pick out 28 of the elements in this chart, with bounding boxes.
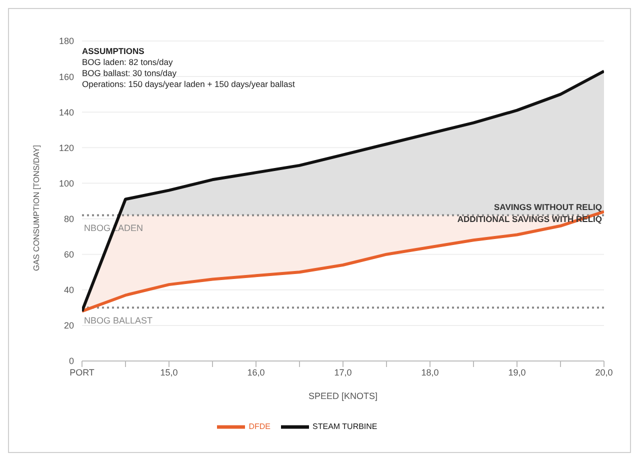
y-axis-title: GAS CONSUMPTION [TONS/DAY] <box>32 145 41 271</box>
annotation: Operations: 150 days/year laden + 150 days/year ballast <box>82 79 295 89</box>
x-tick-label: 16,0 <box>247 367 265 378</box>
x-tick-label: 18,0 <box>421 367 439 378</box>
y-tick-label: 60 <box>64 250 74 260</box>
y-tick-label: 160 <box>58 72 74 82</box>
legend-label: STEAM TURBINE <box>312 422 378 432</box>
y-tick-label: 100 <box>58 178 74 188</box>
annotation: SAVINGS WITHOUT RELIQ <box>494 202 602 212</box>
y-tick-label: 140 <box>58 107 74 118</box>
x-axis-title: SPEED [KNOTS] <box>308 391 378 401</box>
x-tick-label: PORT <box>70 367 95 378</box>
y-tick-label: 180 <box>58 36 74 46</box>
x-tick-label: 19,0 <box>508 367 526 378</box>
x-tick-label: 20,0 <box>595 367 613 378</box>
y-tick-label: 120 <box>58 142 74 153</box>
x-tick-label: 15,0 <box>160 367 178 378</box>
y-tick-label: 80 <box>64 214 74 224</box>
legend-label: DFDE <box>248 422 271 432</box>
line-series <box>82 210 604 313</box>
y-tick-label: 0 <box>68 356 74 366</box>
ref-line-label: NBOG BALLAST <box>84 316 154 326</box>
y-tick-label: 20 <box>64 320 74 331</box>
annotation: BOG laden: 82 tons/day <box>82 57 173 67</box>
annotation: BOG ballast: 30 tons/day <box>82 68 176 78</box>
annotation: ASSUMPTIONS <box>82 46 144 56</box>
x-tick-label: 17,0 <box>334 367 352 378</box>
y-tick-label: 40 <box>64 285 74 296</box>
